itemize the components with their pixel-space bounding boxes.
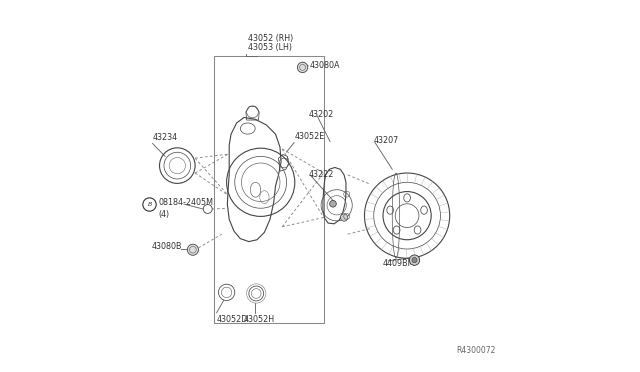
Text: 43222: 43222 <box>308 170 333 179</box>
Circle shape <box>412 257 417 263</box>
Text: 43052E: 43052E <box>295 132 325 141</box>
Text: 43234: 43234 <box>152 133 178 142</box>
Text: 43080B: 43080B <box>152 241 182 250</box>
Circle shape <box>410 255 420 265</box>
Circle shape <box>188 244 198 255</box>
Text: 43080A: 43080A <box>310 61 340 70</box>
Text: 43052D: 43052D <box>216 315 248 324</box>
Circle shape <box>340 214 348 221</box>
Bar <box>214 56 324 323</box>
Text: R4300072: R4300072 <box>457 346 496 355</box>
Text: 08184-2405M: 08184-2405M <box>159 198 214 207</box>
Circle shape <box>298 62 308 73</box>
Text: 4409BM: 4409BM <box>382 259 415 268</box>
Text: 43052 (RH): 43052 (RH) <box>248 34 293 43</box>
Text: (4): (4) <box>159 211 170 219</box>
Circle shape <box>330 201 336 207</box>
Text: 43052H: 43052H <box>244 315 275 324</box>
Text: B: B <box>147 202 152 207</box>
Text: 43207: 43207 <box>374 136 399 145</box>
Text: 43053 (LH): 43053 (LH) <box>248 43 292 52</box>
Text: 43202: 43202 <box>308 110 333 119</box>
